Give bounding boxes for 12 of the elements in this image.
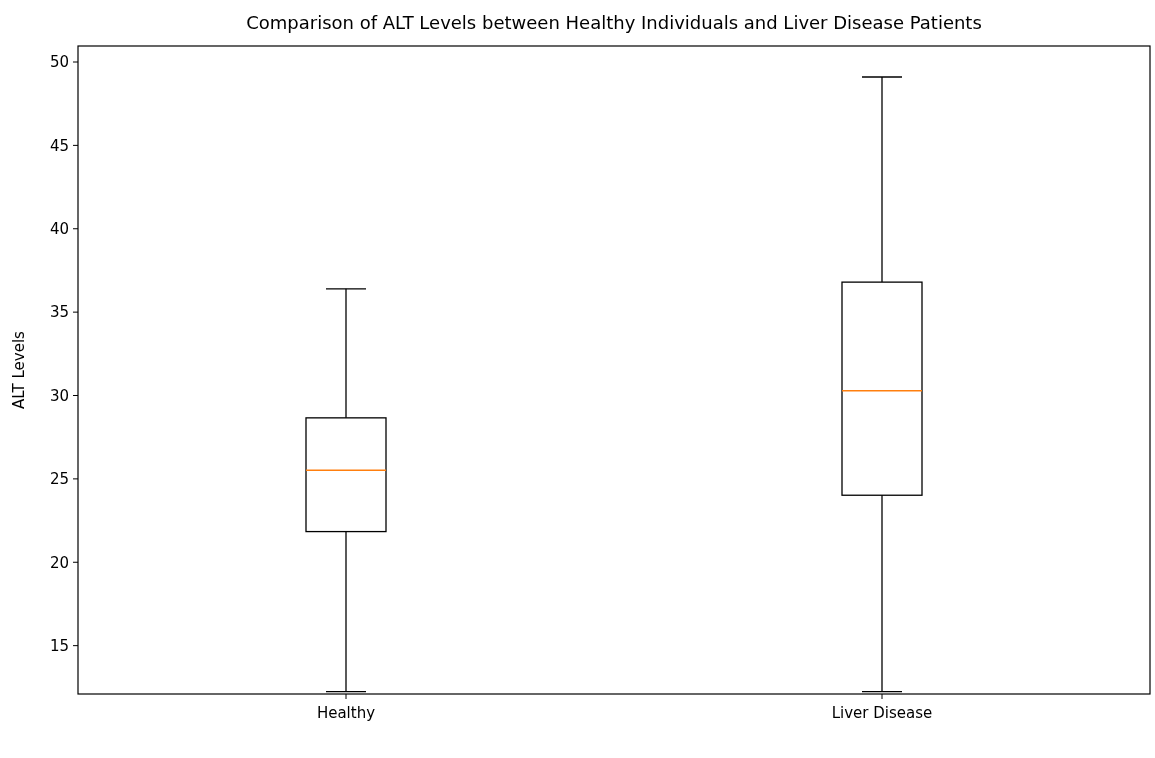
y-tick-label: 30 — [49, 386, 69, 405]
y-tick-label: 15 — [49, 636, 69, 655]
y-tick-label: 25 — [49, 470, 69, 489]
x-tick-label: Liver Disease — [831, 704, 933, 722]
x-tick-label: Healthy — [316, 704, 376, 722]
y-axis-title: ALT Levels — [10, 330, 28, 409]
chart-title: Comparison of ALT Levels between Healthy Individuals and Liver Disease Patients — [246, 12, 982, 33]
y-tick-label: 35 — [49, 303, 69, 322]
y-tick-label: 50 — [49, 53, 69, 72]
y-tick-label: 20 — [49, 553, 69, 572]
y-tick-label: 40 — [49, 220, 69, 239]
y-tick-label: 45 — [49, 136, 69, 155]
